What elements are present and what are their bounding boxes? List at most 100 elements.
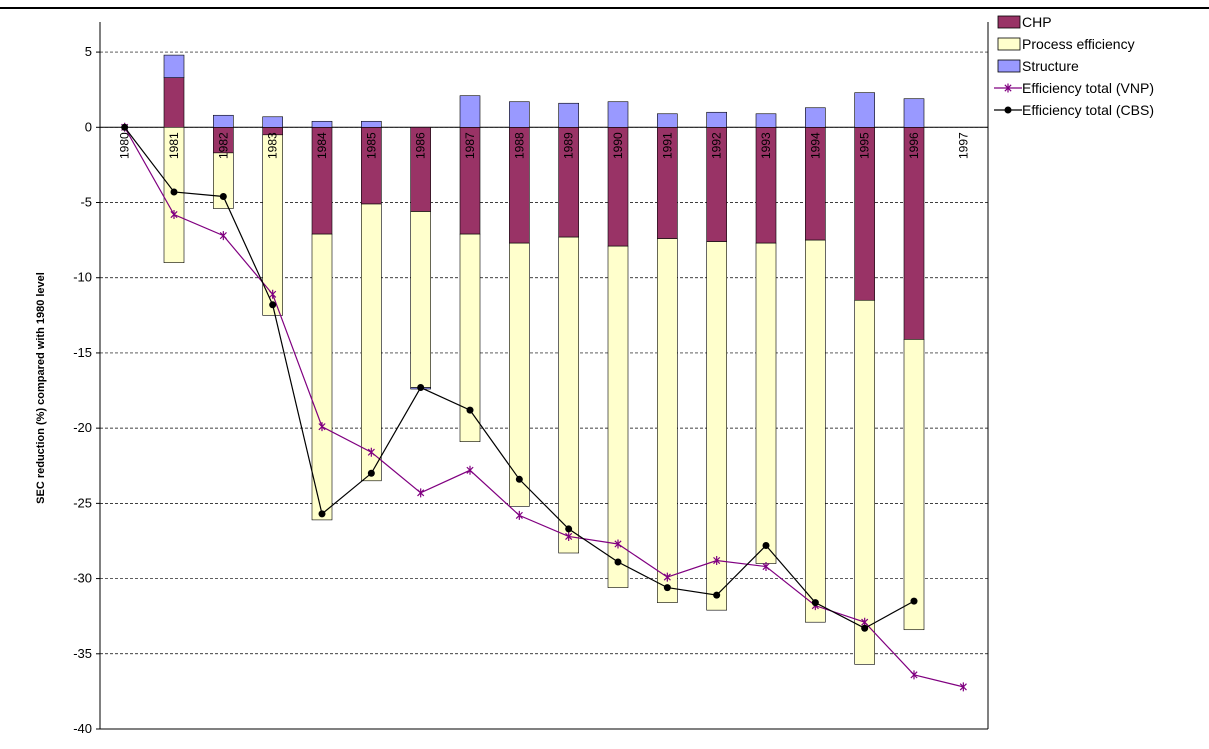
x-tick-label-1988: 1988	[512, 132, 526, 159]
bar-structure-1989	[558, 102, 579, 128]
y-tick-label-0: 0	[85, 119, 92, 134]
x-tick-label-1996: 1996	[907, 132, 921, 159]
point-efficiency-total-cbs--1992	[713, 591, 721, 599]
bar-process-efficiency-1996	[903, 339, 925, 631]
y-tick-label--5: -5	[80, 195, 92, 210]
point-efficiency-total-cbs--1991	[663, 584, 671, 592]
bar-structure-1991	[657, 113, 678, 128]
bar-process-efficiency-1991	[657, 238, 678, 603]
line-efficiency-total-vnp-	[124, 127, 964, 688]
point-efficiency-total-vnp--1981	[170, 210, 178, 220]
legend-marker-efficiency-total-cbs-	[1004, 106, 1012, 114]
x-tick-label-1990: 1990	[611, 132, 625, 159]
bar-process-efficiency-1983	[262, 134, 283, 316]
legend-label-structure: Structure	[1022, 58, 1079, 74]
bar-structure-1994	[805, 107, 826, 128]
gridlines	[100, 51, 988, 655]
point-efficiency-total-cbs--1984	[318, 510, 326, 518]
bar-structure-1983	[262, 116, 283, 128]
bar-process-efficiency-1986	[410, 211, 431, 388]
bar-structure-1990	[607, 101, 629, 128]
bar-process-efficiency-1984	[311, 233, 333, 521]
bar-structure-1985	[361, 120, 382, 128]
point-efficiency-total-vnp--1984	[318, 422, 326, 432]
x-tick-label-1995: 1995	[858, 132, 872, 159]
bar-process-efficiency-1995	[854, 299, 875, 665]
x-tick-label-1993: 1993	[759, 132, 773, 159]
y-tick-label--30: -30	[73, 571, 92, 586]
x-tick-label-1997: 1997	[956, 132, 970, 159]
bar-process-efficiency-1988	[509, 242, 530, 507]
legend-label-chp: CHP	[1022, 14, 1052, 30]
y-tick-label--40: -40	[73, 721, 92, 736]
legend-swatch-structure	[997, 59, 1021, 73]
point-efficiency-total-vnp--1990	[614, 539, 622, 549]
point-efficiency-total-vnp--1986	[417, 488, 425, 498]
bar-structure-1981	[163, 54, 185, 78]
point-efficiency-total-cbs--1987	[466, 406, 474, 414]
y-axis: 5 0 -5 -10 -15 -20 -25 -30 -35 -40	[73, 22, 989, 736]
point-efficiency-total-vnp--1997	[959, 682, 967, 692]
legend-marker-efficiency-total-vnp-	[1004, 83, 1012, 93]
bar-structure-1993	[755, 113, 777, 128]
bar-structure-1982	[213, 114, 234, 128]
point-efficiency-total-vnp--1987	[466, 465, 474, 475]
legend-swatch-chp	[997, 15, 1021, 29]
point-efficiency-total-vnp--1983	[269, 289, 277, 299]
y-axis-label: SEC reduction (%) compared with 1980 lev…	[35, 272, 47, 504]
point-efficiency-total-cbs--1989	[565, 525, 573, 533]
point-efficiency-total-cbs--1994	[811, 599, 819, 607]
bar-process-efficiency-1987	[459, 233, 481, 442]
x-tick-label-1987: 1987	[463, 132, 477, 159]
bar-structure-1996	[903, 98, 925, 128]
bar-structure-1987	[459, 95, 481, 128]
bar-structure-1992	[706, 111, 727, 128]
point-efficiency-total-vnp--1993	[762, 562, 770, 572]
bar-structure-1988	[509, 101, 530, 128]
x-tick-label-1982: 1982	[216, 132, 230, 159]
x-tick-label-1994: 1994	[808, 132, 822, 159]
x-tick-label-1989: 1989	[562, 132, 576, 159]
y-tick-label-5: 5	[85, 44, 92, 59]
x-tick-label-1983: 1983	[266, 132, 280, 159]
y-tick-label--25: -25	[73, 495, 92, 510]
point-efficiency-total-cbs--1982	[219, 192, 227, 200]
bar-process-efficiency-1990	[607, 245, 629, 588]
x-tick-label-1992: 1992	[710, 132, 724, 159]
bar-process-efficiency-1985	[361, 203, 382, 482]
x-tick-label-1981: 1981	[167, 132, 181, 159]
point-efficiency-total-vnp--1988	[515, 510, 523, 520]
legend-swatch-process-efficiency	[997, 37, 1021, 51]
x-tick-label-1980: 1980	[118, 132, 132, 159]
point-efficiency-total-cbs--1985	[367, 469, 375, 477]
legend: CHP Process efficiency Structure Efficiency…	[994, 14, 1154, 118]
bar-process-efficiency-1982	[213, 152, 234, 209]
x-tick-labels: 1980 1981 1982 1983 1984 1985 1986 1987 1988 1989…	[118, 132, 971, 159]
bar-structure-1995	[854, 92, 875, 128]
legend-label-efficiency-total-cbs-: Efficiency total (CBS)	[1022, 102, 1154, 118]
series-lines	[121, 122, 967, 692]
x-tick-label-1991: 1991	[660, 132, 674, 159]
point-efficiency-total-vnp--1996	[910, 670, 918, 680]
x-tick-label-1984: 1984	[315, 132, 329, 159]
bar-process-efficiency-1989	[558, 236, 579, 554]
point-efficiency-total-cbs--1995	[861, 624, 869, 632]
bar-process-efficiency-1994	[805, 239, 826, 623]
point-efficiency-total-vnp--1991	[663, 572, 671, 582]
top-border-line	[0, 7, 1209, 9]
x-tick-label-1986: 1986	[414, 132, 428, 159]
x-tick-label-1985: 1985	[364, 132, 378, 159]
point-efficiency-total-cbs--1990	[614, 558, 622, 566]
point-efficiency-total-cbs--1986	[417, 384, 425, 392]
point-efficiency-total-cbs--1980	[121, 123, 129, 131]
bar-structure-1984	[311, 120, 333, 128]
y-tick-label--20: -20	[73, 420, 92, 435]
point-efficiency-total-vnp--1985	[367, 447, 375, 457]
bars	[163, 54, 925, 665]
point-efficiency-total-vnp--1989	[565, 531, 573, 541]
point-efficiency-total-cbs--1996	[910, 597, 918, 605]
point-efficiency-total-cbs--1993	[762, 541, 770, 549]
y-tick-label--10: -10	[73, 270, 92, 285]
point-efficiency-total-cbs--1983	[269, 301, 277, 309]
